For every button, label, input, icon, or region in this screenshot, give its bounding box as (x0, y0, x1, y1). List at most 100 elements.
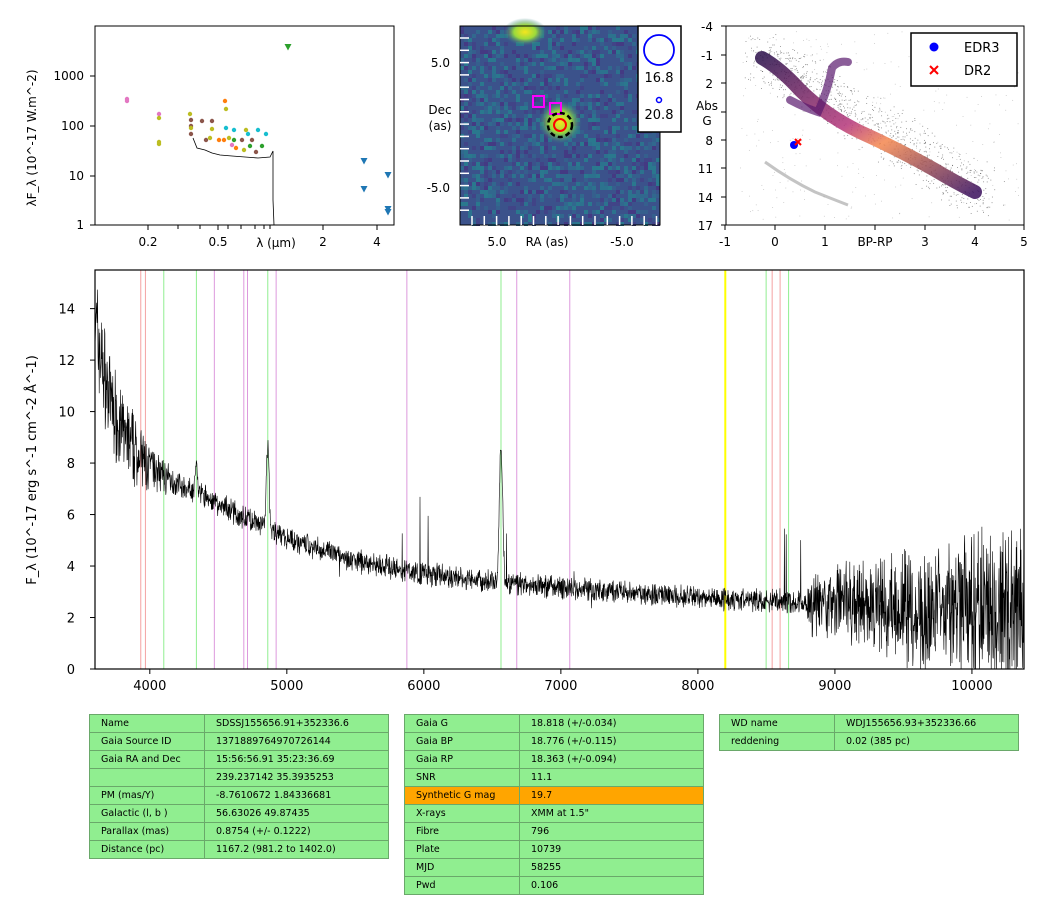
cmd-y-label-line1: Abs (696, 99, 718, 113)
sed-photometry-point (231, 137, 237, 143)
sed-photometry-point (243, 127, 249, 133)
table-row: Gaia G 18.818 (+/-0.034) (404, 714, 704, 733)
spectrum-y-tick-label: 6 (67, 509, 75, 524)
table-value: 239.237142 35.3935253 (204, 768, 389, 787)
spectrum-x-tick-label: 10000 (951, 679, 992, 694)
cutout-panel: RA (as) Dec (as) 5.0 -5.0 5.0 -5.0 16.8 … (427, 18, 682, 249)
sed-upper-limit-marker (284, 44, 292, 51)
cutout-legend-large-circle (643, 34, 675, 66)
table-key: MJD (404, 858, 520, 877)
sed-photometry-point (207, 135, 213, 141)
cutout-marker-square-1 (532, 95, 545, 108)
table-value: 1371889764970726144 (204, 732, 389, 751)
table-value: 796 (519, 822, 704, 841)
sed-y-tick-label: 100 (61, 119, 84, 133)
table-key: SNR (404, 768, 520, 787)
sed-y-tick-label: 1000 (53, 69, 84, 83)
cmd-y-label-line2: G (702, 114, 711, 128)
cutout-legend: 16.8 20.8 (637, 25, 682, 133)
sed-x-tick-label: 0.5 (208, 235, 227, 249)
table-key: Gaia Source ID (89, 732, 205, 751)
table-value: 18.776 (+/-0.115) (519, 732, 704, 751)
table-row: Plate 10739 (404, 840, 704, 859)
sed-x-ticks: 0.2 0.5 2 4 (138, 225, 381, 249)
table-value: 56.63026 49.87435 (204, 804, 389, 823)
table-key: Gaia BP (404, 732, 520, 751)
sed-upper-limit-marker (360, 158, 368, 165)
cutout-legend-small-circle (655, 96, 663, 104)
sed-photometry-point (188, 117, 194, 123)
cmd-legend-dr2-label: DR2 (964, 64, 991, 79)
cutout-ticks (460, 37, 658, 225)
table-row: Pwd 0.106 (404, 876, 704, 895)
cmd-y-tick-label: 17 (698, 219, 713, 233)
table-key (89, 768, 205, 787)
table-key: X-rays (404, 804, 520, 823)
sed-photometry-point (233, 145, 239, 151)
table-key: reddening (719, 732, 835, 751)
cutout-x-tick-right: -5.0 (610, 235, 633, 249)
table-value: 18.818 (+/-0.034) (519, 714, 704, 733)
cmd-x-tick-label: 1 (821, 235, 829, 249)
sed-photometry-point (199, 118, 205, 124)
sed-y-tick-label: 1 (76, 218, 84, 232)
sed-x-tick-label: 4 (373, 235, 381, 249)
cmd-giant-branch (786, 57, 852, 117)
table-row: Gaia Source ID 1371889764970726144 (89, 732, 389, 751)
cutout-bright-source-top (503, 18, 547, 46)
table-row: Gaia BP 18.776 (+/-0.115) (404, 732, 704, 751)
table-value: XMM at 1.5" (519, 804, 704, 823)
cmd-x-tick-label: 0 (771, 235, 779, 249)
sed-photometry-point (263, 131, 269, 137)
sed-photometry-point (203, 137, 209, 143)
cmd-legend-box (910, 32, 1018, 87)
cutout-y-label-line2: (as) (429, 119, 452, 133)
table-value: -8.7610672 1.84336681 (204, 786, 389, 805)
sed-photometry-point (221, 137, 227, 143)
table-value: 18.363 (+/-0.094) (519, 750, 704, 769)
table-key: Parallax (mas) (89, 822, 205, 841)
table-key: Galactic (l, b ) (89, 804, 205, 823)
table-key: WD name (719, 714, 835, 733)
cmd-x-tick-label: 3 (921, 235, 929, 249)
table-key: Name (89, 714, 205, 733)
sed-upper-limit-marker (384, 172, 392, 179)
sed-photometry-point (241, 147, 247, 153)
spectrum-x-tick-label: 9000 (818, 679, 851, 694)
spectrum-flux-line (95, 289, 1024, 669)
cutout-y-label-line1: Dec (428, 103, 451, 117)
table-key: Synthetic G mag (404, 786, 520, 805)
cutout-y-tick-bottom: -5.0 (427, 181, 450, 195)
sed-upper-limit-marker (360, 186, 368, 193)
spectrum-x-tick-label: 4000 (133, 679, 166, 694)
table-value: 15:56:56.91 35:23:36.69 (204, 750, 389, 769)
table-key: Gaia RP (404, 750, 520, 769)
sed-photometry-point (124, 98, 130, 104)
spectrum-x-tick-label: 8000 (681, 679, 714, 694)
sed-y-tick-label: 10 (69, 169, 84, 183)
spectrum-line-markers (140, 270, 790, 669)
cutout-legend-box (637, 25, 682, 133)
sed-photometry-point (156, 139, 162, 145)
cutout-target-center (553, 118, 567, 132)
cutout-x-tick-left: 5.0 (487, 235, 506, 249)
cutout-legend-mag-bright: 16.8 (645, 71, 674, 86)
table-key: Distance (pc) (89, 840, 205, 859)
sed-photometry-point (223, 125, 229, 131)
sed-x-label: λ (μm) (256, 236, 296, 250)
cmd-y-tick-label: -4 (701, 20, 713, 34)
info-table-photometry: Gaia G 18.818 (+/-0.034) Gaia BP 18.776 (+/… (404, 714, 704, 895)
cmd-x-label: BP-RP (857, 235, 892, 249)
table-row: PM (mas/Y) -8.7610672 1.84336681 (89, 786, 389, 805)
sed-photometry-point (239, 137, 245, 143)
sed-photometry-point (253, 149, 259, 155)
spectrum-y-tick-label: 12 (58, 354, 75, 369)
sed-photometry-point (247, 143, 253, 149)
sed-photometry-point (226, 135, 232, 141)
table-value: 1167.2 (981.2 to 1402.0) (204, 840, 389, 859)
sed-y-label: λF_λ (10^-17 W.m^-2) (25, 69, 39, 206)
table-value: SDSSJ155656.91+352336.6 (204, 714, 389, 733)
table-row: Name SDSSJ155656.91+352336.6 (89, 714, 389, 733)
sed-model-spectrum (192, 137, 275, 226)
